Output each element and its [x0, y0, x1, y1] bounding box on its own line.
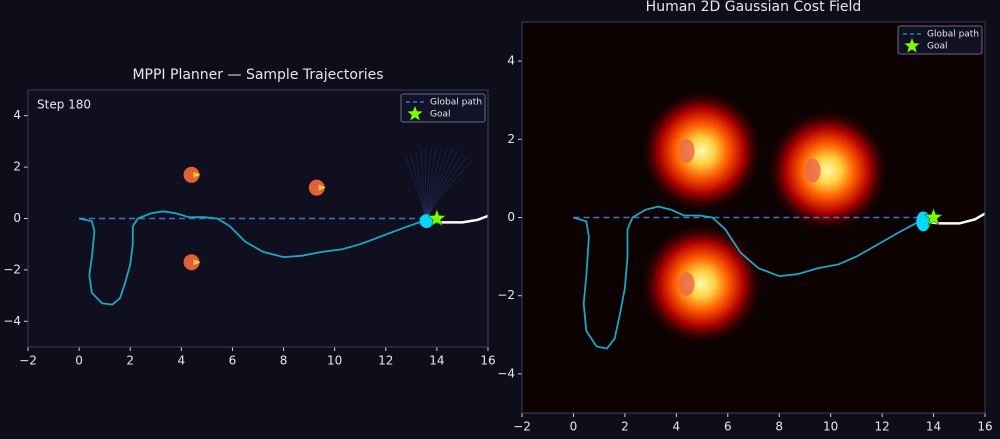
- legend-label: Goal: [430, 110, 451, 120]
- x-tick-label: −2: [513, 420, 531, 434]
- legend-label: Global path: [927, 30, 979, 40]
- x-tick-label: 8: [775, 420, 783, 434]
- y-tick-label: 4: [507, 54, 515, 68]
- x-tick-label: 10: [327, 354, 342, 368]
- y-tick-label: 4: [13, 108, 21, 122]
- trajectory: [78, 210, 427, 306]
- x-tick-label: 14: [429, 354, 444, 368]
- plot-background: [28, 90, 488, 347]
- human-heading: [318, 184, 326, 191]
- legend-box: [897, 25, 983, 55]
- annotation: Step 180: [37, 98, 91, 112]
- x-tick-label: 0: [570, 420, 578, 434]
- planned-path: [923, 212, 985, 225]
- legend-box: [400, 93, 486, 123]
- x-tick-label: 6: [724, 420, 732, 434]
- trajectory: [573, 205, 924, 350]
- x-tick-label: 4: [673, 420, 681, 434]
- x-tick-label: 16: [977, 420, 992, 434]
- y-tick-label: −4: [3, 314, 21, 328]
- cost-blob: [767, 110, 888, 231]
- y-tick-label: 2: [507, 132, 515, 146]
- x-tick-label: 4: [178, 354, 186, 368]
- x-tick-label: 16: [480, 354, 495, 368]
- y-tick-label: −2: [497, 288, 515, 302]
- human: [308, 179, 325, 196]
- x-tick-label: 2: [621, 420, 629, 434]
- human: [678, 139, 695, 164]
- cost-blob: [641, 91, 762, 212]
- y-tick-label: −4: [497, 366, 515, 380]
- legend-label: Goal: [927, 42, 948, 52]
- x-tick-label: 12: [378, 354, 393, 368]
- human: [183, 166, 200, 183]
- human: [183, 254, 200, 271]
- goal: [427, 208, 447, 227]
- plot-frame: [521, 21, 986, 414]
- chart-title: Human 2D Gaussian Cost Field: [646, 0, 862, 15]
- x-tick-label: 10: [823, 420, 838, 434]
- x-tick-label: 0: [75, 354, 83, 368]
- x-tick-label: −2: [19, 354, 37, 368]
- legend-label: Global path: [430, 98, 482, 108]
- y-tick-label: −2: [3, 262, 21, 276]
- y-tick-label: 0: [507, 210, 515, 224]
- chart-title: MPPI Planner — Sample Trajectories: [132, 67, 383, 83]
- x-tick-label: 6: [229, 354, 237, 368]
- legend-swatch: [407, 106, 423, 121]
- y-tick-label: 0: [13, 211, 21, 225]
- x-tick-label: 8: [280, 354, 288, 368]
- x-tick-label: 14: [926, 420, 941, 434]
- x-tick-label: 12: [874, 420, 889, 434]
- plot-frame: [27, 89, 489, 348]
- y-tick-label: 2: [13, 160, 21, 174]
- legend-swatch: [904, 38, 920, 53]
- cost-blob: [641, 223, 762, 344]
- x-tick-label: 2: [126, 354, 134, 368]
- goal: [924, 207, 943, 226]
- human-heading: [193, 259, 201, 266]
- human-heading: [193, 171, 201, 178]
- plot-area: [573, 91, 985, 350]
- human: [804, 158, 821, 183]
- human: [678, 271, 695, 296]
- plot-area: [78, 145, 488, 306]
